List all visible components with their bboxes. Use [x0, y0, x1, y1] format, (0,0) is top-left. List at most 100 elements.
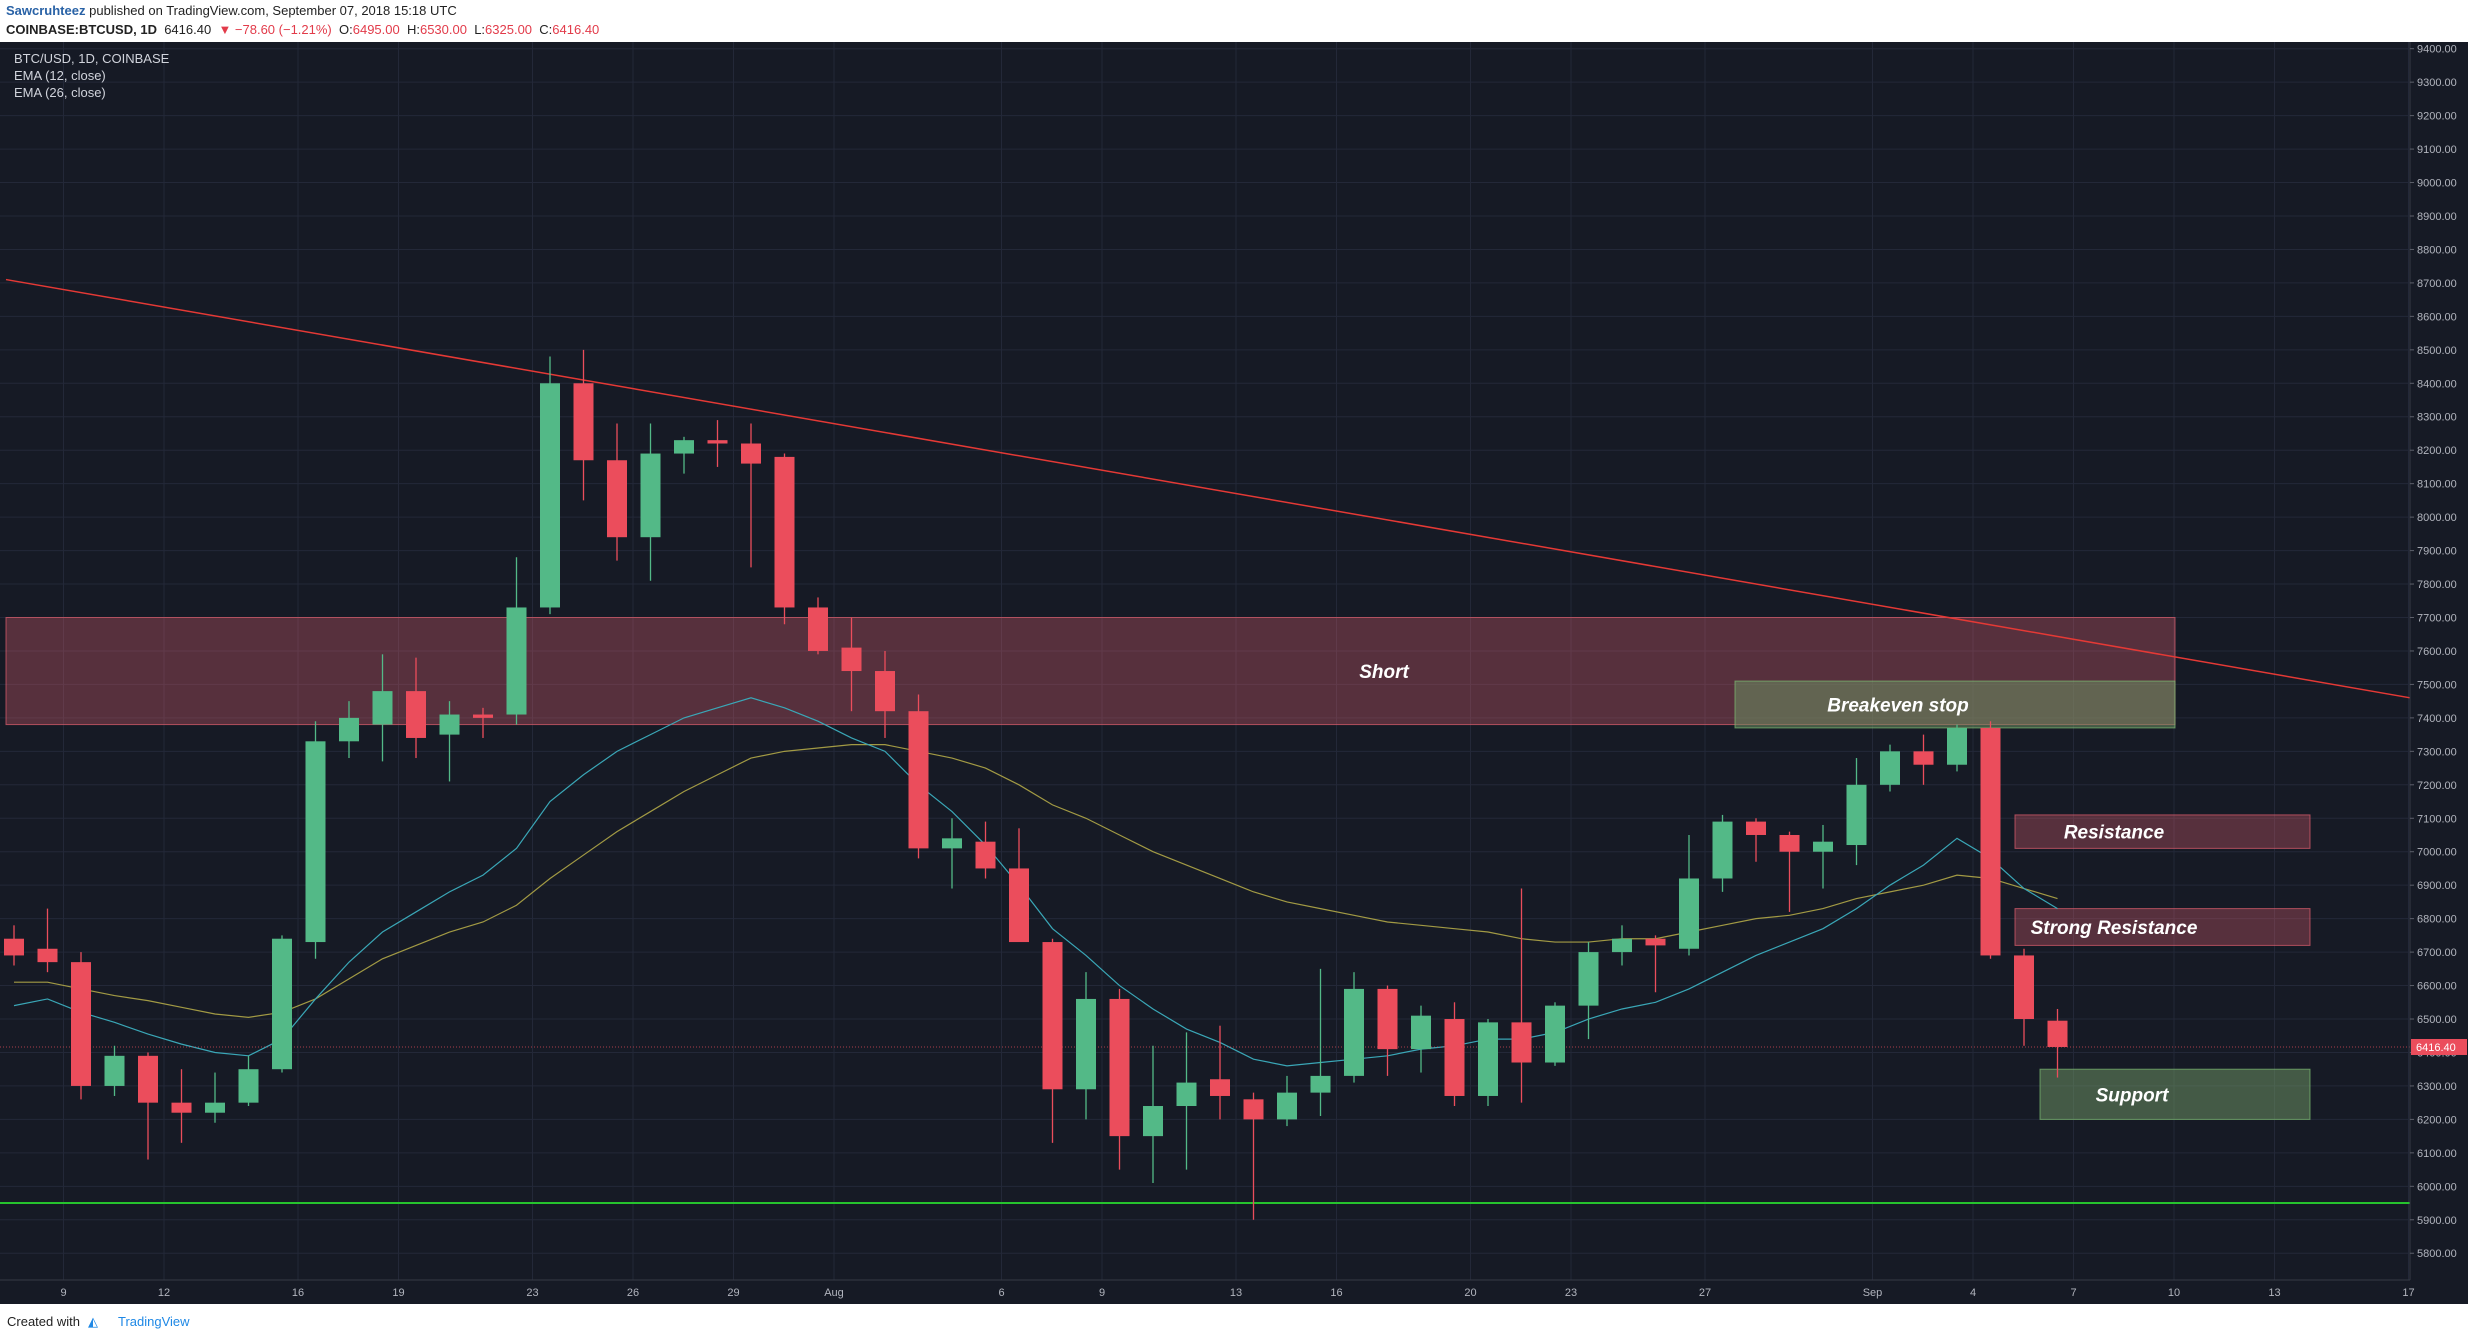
price-tick-label: 6000.00	[2417, 1181, 2457, 1193]
header-ohlc-row: COINBASE:BTCUSD, 1D 6416.40 ▼ −78.60 (−1…	[6, 22, 599, 37]
price-chart[interactable]: Short Breakeven stop Resistance Strong Resi…	[0, 42, 2468, 1304]
candle-down	[1377, 988, 1398, 1050]
candle-down	[908, 711, 929, 849]
candle-up	[1712, 821, 1733, 879]
time-tick-label: 26	[627, 1287, 639, 1299]
zone-breakeven-stop	[1734, 680, 2176, 729]
price-tick-label: 9400.00	[2417, 44, 2457, 56]
price-tick-label: 6200.00	[2417, 1114, 2457, 1126]
open-value: 6495.00	[352, 22, 400, 37]
price-tick-label: 9300.00	[2417, 77, 2457, 89]
price-tick-label: 8400.00	[2417, 378, 2457, 390]
candle-down	[1913, 751, 1934, 765]
time-tick-label: Aug	[824, 1287, 844, 1299]
price-tick-label: 6900.00	[2417, 880, 2457, 892]
legend-ema26[interactable]: EMA (26, close)	[14, 85, 106, 100]
candle-down	[138, 1055, 158, 1103]
time-tick-label: 9	[60, 1287, 66, 1299]
price-tick-label: 7500.00	[2417, 679, 2457, 691]
zone-label: Strong Resistance	[2031, 918, 2198, 939]
last-price-badge	[2411, 1038, 2467, 1055]
price-tick-label: 7900.00	[2417, 546, 2457, 558]
price-tick-label: 7000.00	[2417, 847, 2457, 859]
time-tick-label: 19	[392, 1287, 404, 1299]
candle-up	[305, 741, 326, 943]
price-tick-label: 7200.00	[2417, 780, 2457, 792]
candle-up	[640, 453, 661, 538]
candle-up	[1846, 784, 1867, 846]
price-tick-label: 8900.00	[2417, 211, 2457, 223]
price-tick-label: 7600.00	[2417, 646, 2457, 658]
time-tick-label: 13	[1230, 1287, 1242, 1299]
time-tick-label: 29	[727, 1287, 739, 1299]
price-tick-label: 5900.00	[2417, 1215, 2457, 1227]
price-tick-label: 9000.00	[2417, 178, 2457, 190]
candle-up	[1310, 1075, 1331, 1093]
price-tick-label: 8600.00	[2417, 311, 2457, 323]
low-label: L:	[474, 22, 486, 37]
tradingview-logo-icon[interactable]: ◭	[88, 1314, 98, 1329]
zone-label: Support	[2096, 1085, 2169, 1106]
candle-down	[741, 443, 761, 464]
time-tick-label: 16	[1330, 1287, 1342, 1299]
author-name[interactable]: Sawcruhteez	[6, 3, 86, 18]
high-value: 6530.00	[419, 22, 467, 37]
ema26-line	[14, 744, 2058, 1018]
legend-symbol[interactable]: BTC/USD, 1D, COINBASE	[14, 51, 170, 66]
chart-area[interactable]: Short Breakeven stop Resistance Strong Resi…	[0, 42, 2468, 1304]
zone-strong-resistance	[2014, 908, 2311, 946]
chart-footer: Created with ◭ TradingView	[0, 1304, 2468, 1338]
candle-down	[707, 440, 728, 444]
candle-down	[1980, 727, 2001, 956]
candle-up	[1176, 1082, 1197, 1107]
price-tick-label: 6800.00	[2417, 914, 2457, 926]
time-tick-label: 16	[292, 1287, 304, 1299]
price-tick-label: 8700.00	[2417, 278, 2457, 290]
tradingview-brand[interactable]: TradingView	[118, 1314, 190, 1329]
symbol-label: COINBASE:BTCUSD, 1D	[6, 22, 157, 37]
candle-up	[1076, 998, 1096, 1090]
candle-up	[1880, 751, 1900, 785]
candle-up	[1679, 878, 1699, 949]
price-tick-label: 7400.00	[2417, 713, 2457, 725]
candle-up	[1277, 1092, 1297, 1120]
candle-up	[1545, 1005, 1565, 1063]
candle-up	[506, 607, 527, 715]
price-tick-label: 6500.00	[2417, 1014, 2457, 1026]
time-tick-label: 10	[2168, 1287, 2180, 1299]
candle-down	[607, 460, 627, 538]
candle-up	[1578, 952, 1599, 1006]
time-tick-label: 23	[1565, 1287, 1577, 1299]
price-tick-label: 9100.00	[2417, 144, 2457, 156]
price-tick-label: 8800.00	[2417, 244, 2457, 256]
candle-up	[540, 383, 560, 608]
candle-down	[473, 714, 493, 718]
candle-down	[573, 383, 594, 461]
candle-down	[1645, 938, 1666, 946]
price-tick-label: 9200.00	[2417, 111, 2457, 123]
candle-down	[1511, 1022, 1532, 1063]
price-tick-label: 6300.00	[2417, 1081, 2457, 1093]
price-tick-label: 7300.00	[2417, 746, 2457, 758]
candle-up	[674, 440, 694, 454]
candle-down	[406, 691, 426, 738]
chart-legend: BTC/USD, 1D, COINBASE EMA (12, close) EM…	[14, 50, 169, 101]
candle-up	[1143, 1106, 1163, 1137]
created-with-text: Created with	[7, 1314, 80, 1329]
time-tick-label: Sep	[1863, 1287, 1883, 1299]
candle-up	[205, 1102, 225, 1113]
price-tick-label: 6100.00	[2417, 1148, 2457, 1160]
candle-up	[104, 1055, 125, 1086]
price-tick-label: 8100.00	[2417, 479, 2457, 491]
time-tick-label: 27	[1699, 1287, 1711, 1299]
time-tick-label: 6	[998, 1287, 1004, 1299]
candle-down	[1109, 998, 1130, 1137]
legend-ema12[interactable]: EMA (12, close)	[14, 68, 106, 83]
price-tick-label: 8300.00	[2417, 412, 2457, 424]
header-author-row: Sawcruhteez published on TradingView.com…	[6, 3, 457, 18]
candle-up	[372, 691, 393, 725]
candle-up	[1947, 727, 1967, 765]
price-tick-label: 5800.00	[2417, 1248, 2457, 1260]
price-tick-label: 8000.00	[2417, 512, 2457, 524]
candle-down	[1444, 1019, 1465, 1096]
